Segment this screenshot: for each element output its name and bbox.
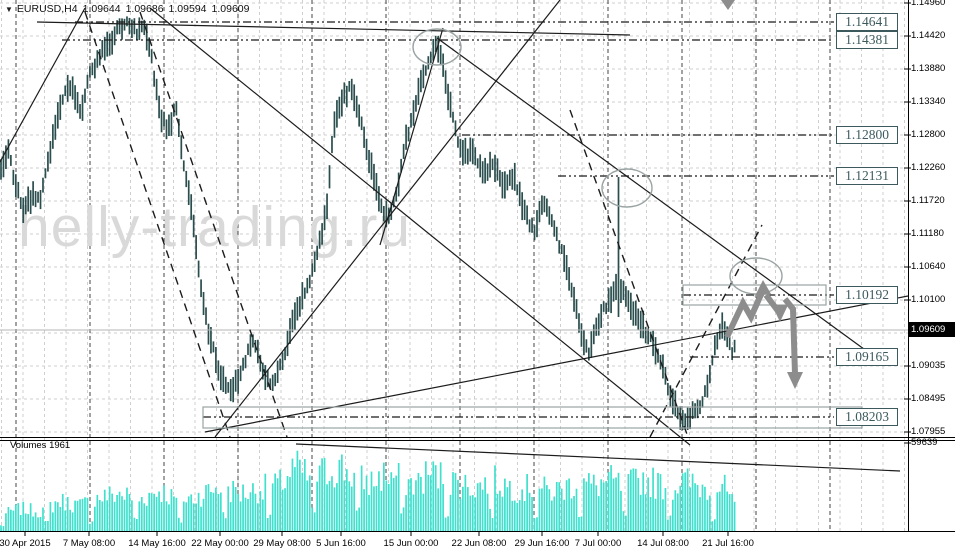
- volume-indicator-label: Volumes 1961: [10, 440, 70, 451]
- x-axis-label: 21 Jul 16:00: [702, 538, 754, 549]
- price-level-label[interactable]: 1.12131: [836, 167, 898, 185]
- volume-axis-max-label: 59639: [911, 437, 938, 448]
- y-axis-label: 1.10100: [911, 294, 946, 305]
- y-axis-label: 1.14420: [911, 30, 946, 41]
- x-axis-label: 14 Jul 08:00: [637, 538, 689, 549]
- price-level-label[interactable]: 1.12800: [836, 126, 898, 144]
- x-axis-label: 30 Apr 2015: [0, 538, 51, 549]
- ohlc-high: 1.09686: [125, 3, 164, 15]
- x-axis-label: 22 Jun 08:00: [451, 538, 507, 549]
- ohlc-low: 1.09594: [168, 3, 207, 15]
- current-price-flag: 1.09609: [908, 322, 955, 337]
- y-axis-label: 1.13340: [911, 96, 946, 107]
- symbol-timeframe-label: EURUSD,H4: [16, 3, 78, 15]
- y-axis-label: 1.09035: [911, 360, 946, 371]
- y-axis-label: 1.13880: [911, 63, 946, 74]
- volume-indicator-name: Volumes: [10, 440, 47, 451]
- symbol-dropdown-icon: ▼: [5, 5, 13, 14]
- x-axis-label: 14 May 16:00: [128, 538, 186, 549]
- price-level-label[interactable]: 1.14381: [836, 31, 898, 49]
- x-axis-label: 7 May 08:00: [62, 538, 116, 549]
- price-level-label[interactable]: 1.08203: [836, 408, 898, 426]
- x-axis-label: 15 Jun 00:00: [383, 538, 439, 549]
- x-axis-label: 5 Jun 16:00: [316, 538, 366, 549]
- volume-indicator-value: 1961: [49, 440, 71, 451]
- price-level-label[interactable]: 1.14641: [836, 13, 898, 31]
- y-axis-label: 1.11720: [911, 195, 945, 206]
- x-axis-label: 7 Jul 00:00: [574, 538, 622, 549]
- x-axis-label: 22 May 00:00: [191, 538, 249, 549]
- y-axis-label: 1.12260: [911, 162, 946, 173]
- y-axis-label: 1.11180: [911, 228, 944, 239]
- ohlc-open: 1.09644: [82, 3, 121, 15]
- ohlc-close: 1.09609: [211, 3, 250, 15]
- y-axis-label: 1.07955: [911, 426, 946, 437]
- price-level-label[interactable]: 1.09165: [836, 348, 898, 366]
- y-axis-label: 1.10640: [911, 261, 946, 272]
- y-axis-label: 1.12800: [911, 129, 946, 140]
- y-axis-label: 1.08495: [911, 393, 946, 404]
- x-axis-label: 29 Jun 16:00: [514, 538, 570, 549]
- x-axis-label: 29 May 08:00: [253, 538, 311, 549]
- price-level-label[interactable]: 1.10192: [836, 286, 898, 304]
- chart-title: ▼ EURUSD,H4 1.09644 1.09686 1.09594 1.09609: [5, 3, 254, 15]
- y-axis-label: 1.14960: [911, 0, 946, 8]
